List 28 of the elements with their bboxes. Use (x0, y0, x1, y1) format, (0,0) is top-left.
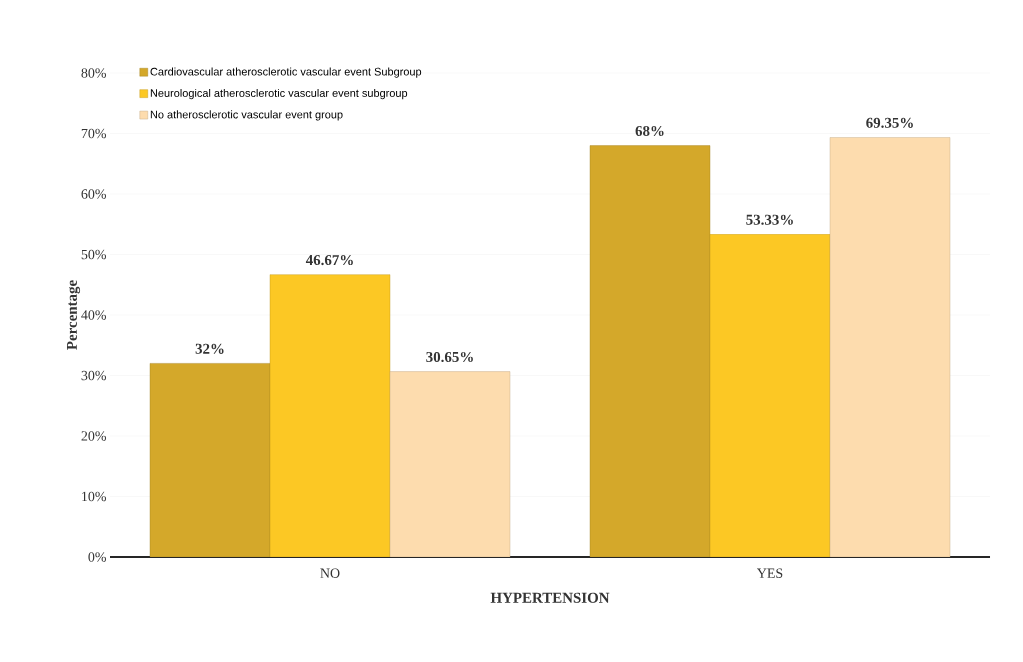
y-tick-label: 10% (82, 491, 106, 502)
bar (589, 145, 711, 557)
y-tick-label: 40% (81, 310, 106, 320)
bar (709, 234, 831, 557)
data-label: 68% (635, 125, 664, 137)
bar (389, 371, 511, 557)
y-tick-label: 0% (88, 552, 106, 562)
x-tick-label: NO (320, 568, 340, 578)
data-label: 53.33% (746, 214, 793, 225)
data-label: 69.35% (866, 117, 913, 128)
x-tick-label: YES (756, 568, 783, 578)
y-tick-label: 20% (81, 431, 106, 441)
y-tick-label: 80% (81, 68, 106, 78)
bar (269, 274, 391, 557)
legend-label: Neurological atherosclerotic vascular event subgroup (150, 88, 408, 100)
y-axis-title: Percentage (66, 280, 81, 350)
y-tick-label: 60% (81, 189, 106, 199)
y-tick-label: 30% (81, 370, 106, 381)
data-label: 32% (195, 343, 224, 354)
bar (149, 363, 271, 557)
legend-label: Cardiovascular atherosclerotic vascular event Subgroup (150, 67, 422, 78)
data-label: 46.67% (305, 254, 353, 266)
x-axis-title: HYPERTENSION (490, 592, 610, 603)
y-tick-label: 50% (81, 249, 106, 260)
legend-label: No atherosclerotic vascular event group (150, 110, 343, 121)
y-tick-label: 70% (81, 128, 106, 139)
bar (829, 137, 951, 557)
data-label: 30.65% (426, 351, 473, 363)
